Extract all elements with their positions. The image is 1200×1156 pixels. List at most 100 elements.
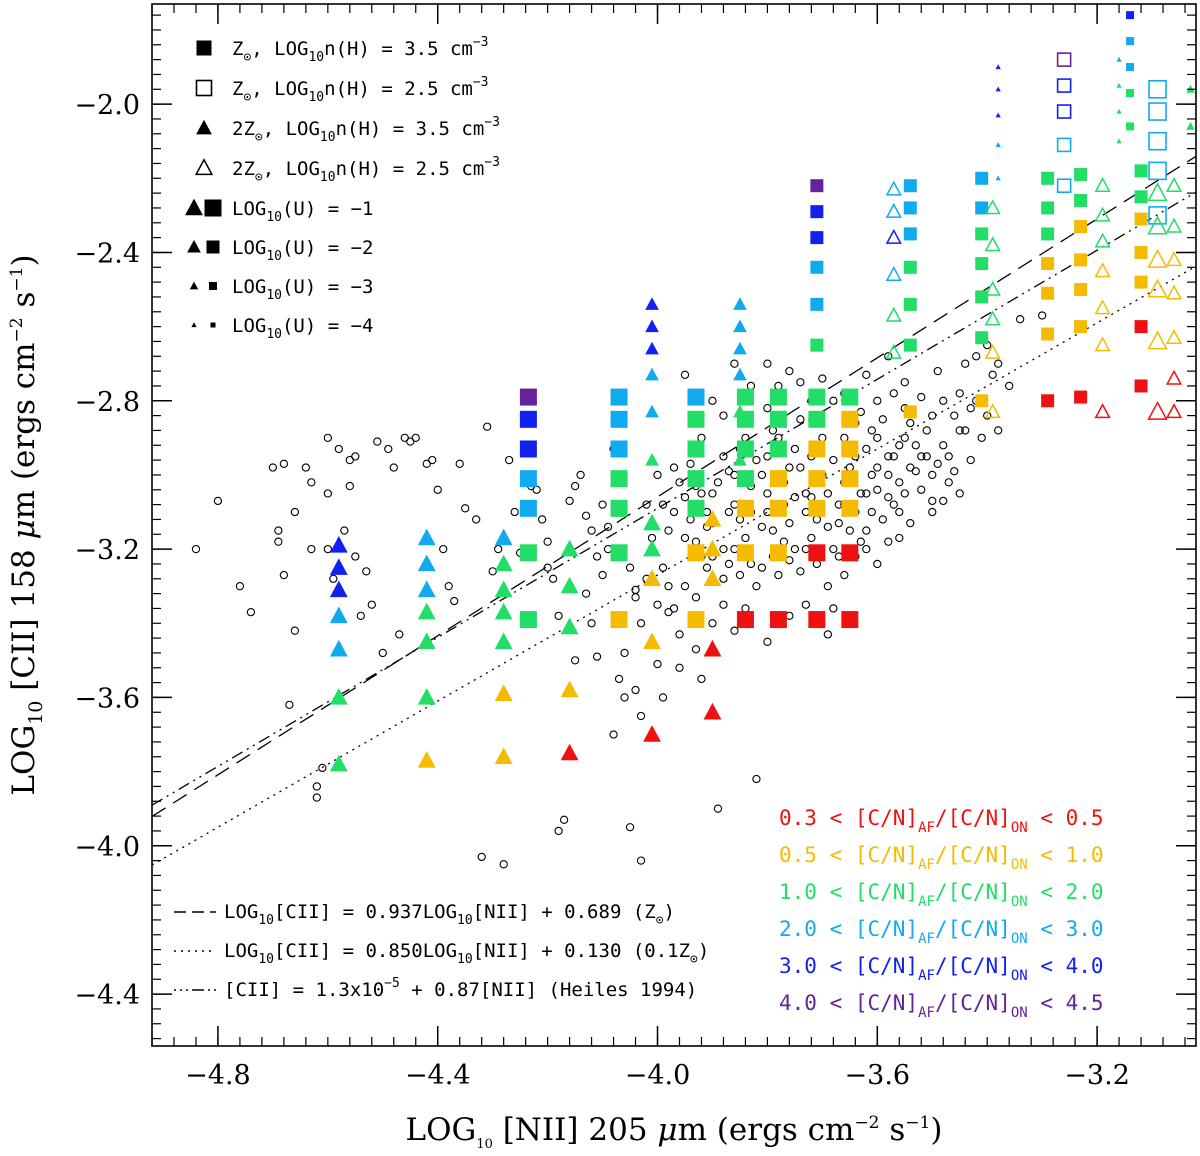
observed-point [1037,311,1047,320]
model-point [984,199,1001,215]
legend-sun: ⊙ [255,170,263,185]
ratio-af: AF [918,857,935,873]
model-point [687,410,705,428]
fit-exp: −5 [384,976,400,991]
observed-point [274,526,283,535]
observed-point [246,607,256,617]
observed-point [895,478,904,487]
observed-point [323,544,332,554]
model-point [1116,82,1122,88]
model-point [736,388,754,406]
model-point [1134,190,1148,204]
observed-point [653,600,662,609]
legend-nh: n(H) = 3.5 cm [324,38,473,60]
model-point [885,228,902,244]
model-point [808,544,826,562]
observed-point [757,563,767,572]
observed-point [900,489,909,498]
observed-point [763,637,772,646]
observed-point [829,455,838,465]
y-label-unit2: s [6,292,42,318]
observed-point [713,478,723,487]
observed-point [581,589,591,598]
observed-point [356,611,365,621]
observed-point [972,352,981,361]
observed-point [922,426,931,435]
legend-sun: ⊙ [255,130,263,145]
ratio-cn: < [C/N] [817,954,918,978]
model-point [1074,390,1088,404]
ratio-cn: < [C/N] [817,917,918,941]
observed-point [307,544,316,554]
observed-point [576,470,585,480]
model-point [903,338,917,352]
legend-size-log: LOG [232,198,266,220]
observed-point [889,452,898,461]
model-point [1165,284,1183,300]
model-point [841,388,859,406]
model-point [1165,176,1183,192]
legend-size-square [210,322,216,328]
model-point [329,639,348,657]
observed-point [598,500,607,509]
observed-point [873,433,882,443]
axes: −4.8 −4.4 −4.0 −3.6 −3.2 −4.4 −4.0 −3.6 −3.2 −2.8… [6,3,1197,1152]
ratio-af: AF [918,820,935,836]
observed-point [680,533,690,543]
observed-point [323,433,332,443]
observed-point [724,507,734,517]
observed-point [708,396,717,405]
ratio-lt: < [1028,880,1066,904]
model-point [645,319,659,333]
fit-line [151,155,1197,818]
model-points [329,11,1195,772]
y-label-close: ) [6,254,42,266]
model-point [519,470,537,488]
observed-point [543,563,552,572]
observed-point [285,700,294,709]
model-point [975,257,989,271]
model-point [687,499,705,517]
model-point [808,611,826,629]
model-point [494,684,513,701]
model-point [417,751,436,768]
observed-point [768,526,778,535]
model-point [560,539,579,557]
x-label-unit2: s [880,1112,906,1148]
observed-point [290,507,300,517]
model-point [736,544,754,562]
x-tick-label: −4.8 [185,1060,251,1091]
observed-point [790,493,800,502]
model-point [810,297,824,311]
observed-point [955,426,964,435]
observed-point [862,489,871,498]
ratio-legend-entry: 0.5 < [C/N]AF/[C/N]ON < 1.0 [779,843,1104,873]
model-point [810,205,824,219]
legend-exp: −3 [484,155,500,170]
observed-point [318,763,327,773]
model-point [1126,122,1135,131]
model-point [1094,206,1111,222]
model-point [1041,257,1055,271]
legend-marker-symbol [196,119,212,135]
observed-point [719,544,728,554]
legend-exp: −3 [473,75,489,90]
model-point [1134,275,1148,289]
legend-marker-symbol [196,40,212,56]
model-point [769,611,787,629]
model-point [885,306,902,322]
legend-size-square [204,199,222,217]
observed-point [631,685,640,695]
legend-size-triangle [191,322,197,328]
ratio-lo: 4.0 [779,991,817,1015]
legend-size-log: LOG [232,237,266,259]
model-point [643,725,661,742]
model-point [519,388,537,406]
observed-point [290,626,300,635]
observed-point [790,444,800,454]
model-point [885,202,902,218]
observed-point [724,467,734,476]
observed-point [680,493,690,502]
model-point [808,499,826,517]
model-point [645,297,659,310]
